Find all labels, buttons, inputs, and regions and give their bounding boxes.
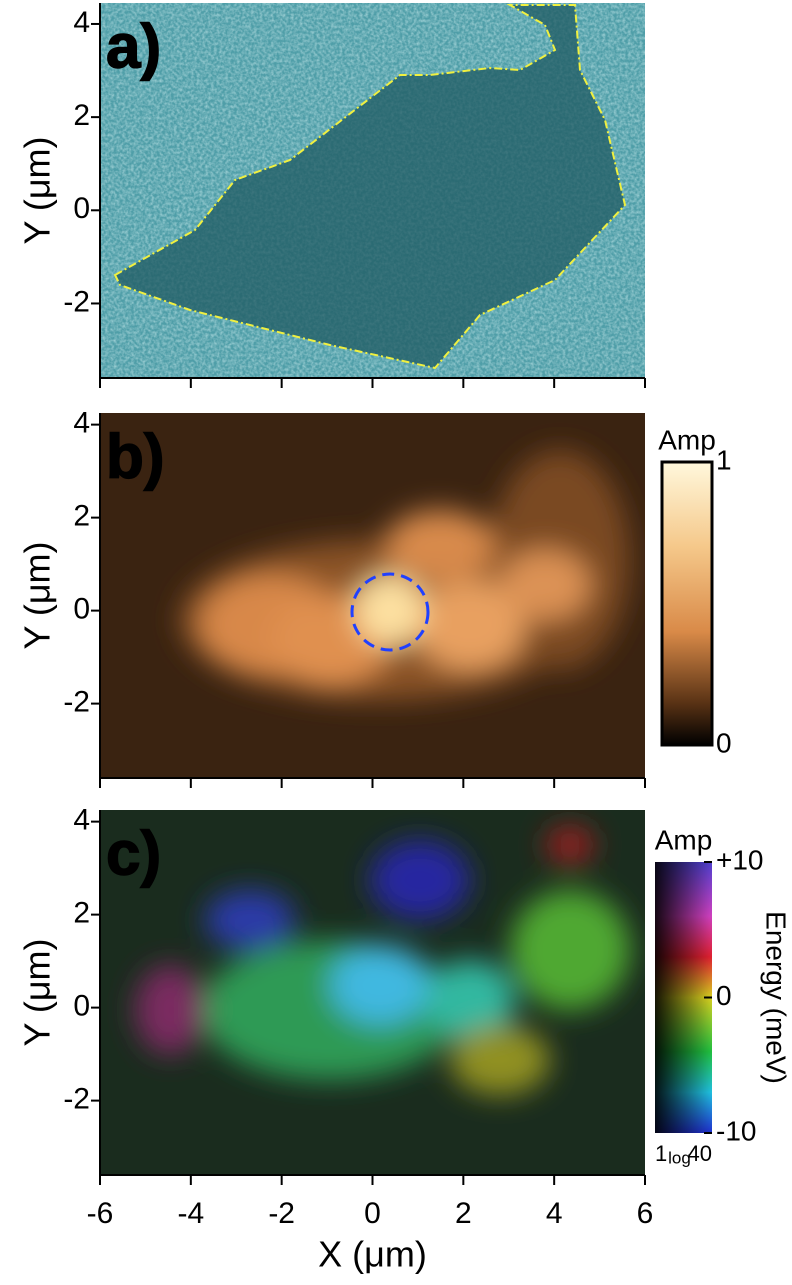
- colorbar-tick-label: -10: [716, 1115, 756, 1146]
- y-tick-label: 2: [73, 99, 90, 132]
- colorbar-tick-label: 0: [716, 727, 732, 758]
- image-b: [100, 413, 645, 778]
- amp-tick-label: 1: [655, 1141, 667, 1166]
- x-tick-label: -6: [87, 1197, 114, 1230]
- y-tick-label: 0: [73, 192, 90, 225]
- panel-label: c): [106, 819, 161, 888]
- colorbar-title: Amp: [658, 424, 716, 455]
- colorbar-label: Energy (meV): [761, 911, 792, 1084]
- colorbar-tick-label: 1: [716, 444, 732, 475]
- image-c: [100, 810, 645, 1175]
- x-tick-label: -4: [177, 1197, 204, 1230]
- y-tick-label: 2: [73, 897, 90, 930]
- y-tick-label: -2: [63, 1083, 90, 1116]
- y-tick-label: 4: [73, 407, 90, 440]
- panel-label: a): [106, 12, 161, 81]
- y-tick-label: 2: [73, 500, 90, 533]
- colorbar-b: [660, 460, 714, 747]
- amp-scale-label: log: [668, 1148, 691, 1167]
- x-tick-label: 2: [455, 1197, 472, 1230]
- colorbar-c-shade: [655, 862, 712, 1133]
- y-tick-label: 0: [73, 990, 90, 1023]
- y-tick-label: -2: [63, 285, 90, 318]
- colorbar-tick-label: +10: [716, 844, 764, 875]
- amp-tick-label: 40: [688, 1141, 712, 1166]
- x-tick-label: 4: [546, 1197, 563, 1230]
- y-axis-label: Y (μm): [17, 136, 58, 244]
- y-tick-label: 4: [73, 804, 90, 837]
- image-a: [100, 3, 645, 378]
- colorbar-title: Amp: [655, 824, 713, 855]
- panel-label: b): [106, 422, 165, 491]
- colorbar-tick-label: 0: [716, 980, 732, 1011]
- x-tick-label: -2: [268, 1197, 295, 1230]
- y-tick-label: 0: [73, 593, 90, 626]
- y-tick-label: -2: [63, 686, 90, 719]
- x-tick-label: 0: [364, 1197, 381, 1230]
- y-axis-label: Y (μm): [17, 541, 58, 649]
- x-tick-label: 6: [637, 1197, 654, 1230]
- x-axis-label: X (μm): [318, 1234, 427, 1275]
- y-tick-label: 4: [73, 6, 90, 39]
- y-axis-label: Y (μm): [17, 938, 58, 1046]
